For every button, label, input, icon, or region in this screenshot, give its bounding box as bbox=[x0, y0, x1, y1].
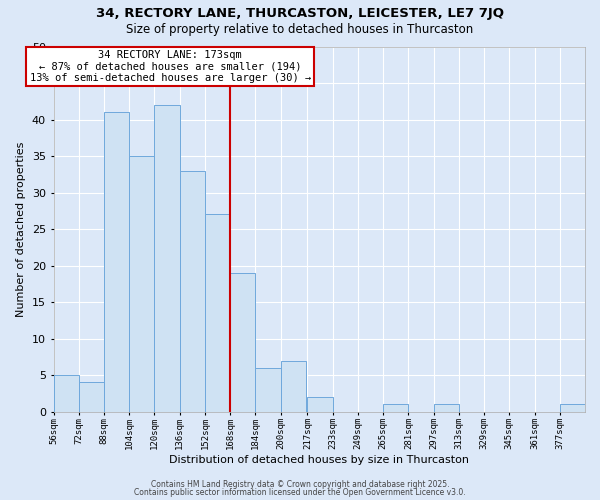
Bar bbox=[281, 360, 306, 412]
Bar bbox=[154, 105, 179, 412]
Bar bbox=[256, 368, 281, 412]
Text: 34 RECTORY LANE: 173sqm
← 87% of detached houses are smaller (194)
13% of semi-d: 34 RECTORY LANE: 173sqm ← 87% of detache… bbox=[29, 50, 311, 84]
Y-axis label: Number of detached properties: Number of detached properties bbox=[16, 142, 26, 317]
Bar bbox=[434, 404, 459, 411]
Bar bbox=[307, 397, 332, 411]
Bar bbox=[129, 156, 154, 411]
X-axis label: Distribution of detached houses by size in Thurcaston: Distribution of detached houses by size … bbox=[169, 455, 469, 465]
Text: 34, RECTORY LANE, THURCASTON, LEICESTER, LE7 7JQ: 34, RECTORY LANE, THURCASTON, LEICESTER,… bbox=[96, 8, 504, 20]
Text: Size of property relative to detached houses in Thurcaston: Size of property relative to detached ho… bbox=[127, 22, 473, 36]
Bar bbox=[383, 404, 409, 411]
Bar bbox=[230, 273, 256, 411]
Bar bbox=[560, 404, 585, 411]
Text: Contains HM Land Registry data © Crown copyright and database right 2025.: Contains HM Land Registry data © Crown c… bbox=[151, 480, 449, 489]
Bar bbox=[179, 170, 205, 412]
Bar bbox=[205, 214, 230, 412]
Bar bbox=[53, 375, 79, 412]
Bar bbox=[104, 112, 129, 412]
Bar bbox=[79, 382, 104, 412]
Text: Contains public sector information licensed under the Open Government Licence v3: Contains public sector information licen… bbox=[134, 488, 466, 497]
